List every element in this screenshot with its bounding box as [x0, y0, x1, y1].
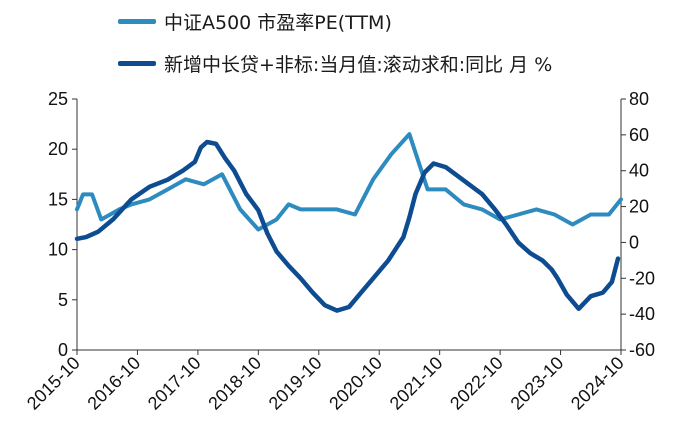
x-tick-label: 2023-10	[507, 353, 568, 414]
right-tick-label: 0	[629, 232, 639, 252]
legend-label-pe: 中证A500 市盈率PE(TTM)	[164, 12, 392, 34]
axes	[76, 99, 622, 351]
right-tick-label: -60	[629, 340, 655, 360]
x-tick-label: 2022-10	[446, 353, 507, 414]
left-tick-label: 5	[58, 290, 68, 310]
x-tick-label: 2020-10	[325, 353, 386, 414]
right-y-ticks: -60 -40 -20 0 20 40 60 80	[621, 89, 655, 360]
legend-swatch-loan	[118, 61, 156, 66]
right-tick-label: -20	[629, 268, 655, 288]
right-tick-label: 40	[629, 161, 649, 181]
x-tick-label: 2017-10	[144, 353, 205, 414]
series-lines	[74, 132, 623, 313]
right-tick-label: 60	[629, 125, 649, 145]
left-tick-label: 0	[58, 340, 68, 360]
x-tick-label: 2015-10	[23, 353, 84, 414]
left-y-ticks: 0 5 10 15 20 25	[48, 89, 77, 360]
left-tick-label: 20	[48, 139, 68, 159]
x-tick-label: 2019-10	[265, 353, 326, 414]
left-tick-label: 25	[48, 89, 68, 109]
right-tick-label: 20	[629, 197, 649, 217]
x-tick-label: 2024-10	[567, 353, 628, 414]
x-tick-label: 2016-10	[83, 353, 144, 414]
legend-swatch-pe	[118, 19, 156, 24]
x-tick-label: 2021-10	[386, 353, 447, 414]
right-tick-label: -40	[629, 304, 655, 324]
x-ticks: 2015-10 2016-10 2017-10 2018-10 2019-10 2020-…	[23, 350, 628, 414]
x-tick-label: 2018-10	[204, 353, 265, 414]
legend-label-loan: 新增中长贷+非标:当月值:滚动求和:同比 月 %	[164, 54, 553, 76]
left-tick-label: 15	[48, 189, 68, 209]
series-line-loan	[74, 139, 621, 313]
legend-item-loan: 新增中长贷+非标:当月值:滚动求和:同比 月 %	[118, 50, 552, 77]
left-tick-label: 10	[48, 240, 68, 260]
right-tick-label: 80	[629, 89, 649, 109]
legend-item-pe: 中证A500 市盈率PE(TTM)	[118, 8, 392, 35]
